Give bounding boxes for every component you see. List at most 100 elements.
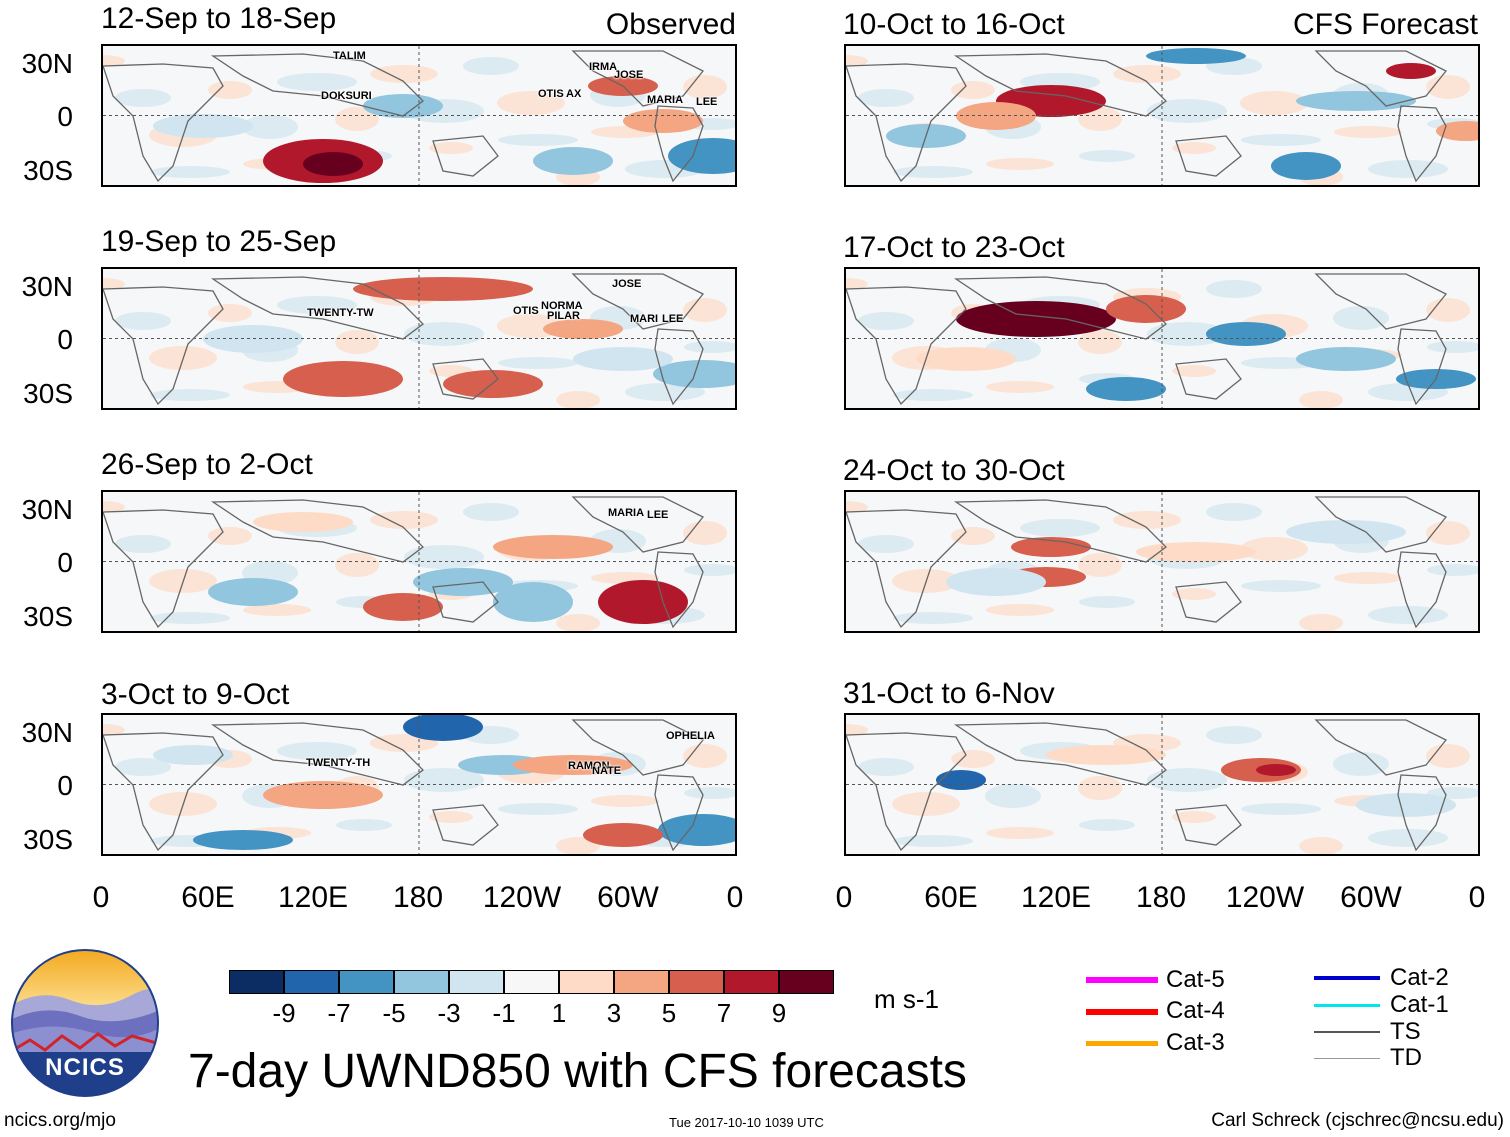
website-link[interactable]: ncics.org/mjo [4,1110,116,1131]
anomaly-texture [683,521,727,545]
anomaly-blob [658,814,735,846]
anomaly-blob [208,578,298,606]
anomaly-texture [103,278,125,290]
anomaly-texture [625,383,705,401]
lat-label: 30N [21,271,73,302]
anomaly-blob [1136,542,1256,562]
anomaly-texture [1334,126,1402,138]
anomaly-blob [153,745,233,765]
anomaly-texture [336,819,392,831]
anomaly-texture [684,787,735,799]
anomaly-blob [936,770,986,790]
storm-label: MARI [630,313,659,325]
colorbar [229,970,834,994]
anomaly-blob [493,582,573,622]
continent-outline [103,509,224,629]
colorbar-label: -5 [382,998,406,1028]
anomaly-texture [1240,537,1308,561]
map-forecast-2 [844,267,1480,410]
timestamp: Tue 2017-10-10 1039 UTC [669,1115,824,1130]
anomaly-texture [846,55,868,67]
continent-outline [953,499,1167,563]
map-forecast-1 [844,44,1480,187]
anomaly-blob [303,152,363,176]
continent-outline [654,328,704,406]
legend-line-ts [1314,1031,1380,1033]
lon-label: 60W [597,881,659,914]
colorbar-swatch [339,970,394,994]
storm-label: PILAR [547,310,580,322]
continent-outline [103,286,224,406]
legend-line-td [1314,1058,1380,1059]
anomaly-texture [1368,160,1448,178]
continent-outline [1397,774,1447,852]
anomaly-texture [591,795,659,807]
anomaly-blob [598,580,688,624]
anomaly-texture [1333,752,1389,776]
anomaly-texture [1333,306,1389,330]
map-observed-2 [101,267,737,410]
anomaly-texture [370,65,438,83]
storm-label: MARIA [608,507,645,519]
anomaly-texture [1368,829,1448,847]
forecast-label: CFS Forecast [1292,8,1478,41]
legend-line-cat1 [1314,1004,1380,1007]
anomaly-texture [683,298,727,322]
anomaly-blob [916,347,1016,371]
storm-label: OPHELIA [666,730,715,742]
legend-label: Cat-4 [1166,997,1225,1024]
lat-label: 0 [57,101,73,132]
anomaly-texture [846,501,868,513]
anomaly-texture [1147,99,1227,123]
anomaly-texture [1078,776,1122,800]
legend-line-cat4 [1086,1009,1158,1015]
lon-label: 180 [392,881,444,914]
colorbar-label: -3 [437,998,461,1028]
storm-label: TALIM [333,50,366,62]
anomaly-field [103,46,735,185]
continent-outline [1397,328,1447,406]
colorbar-swatch [504,970,559,994]
anomaly-texture [208,304,252,322]
continent-outline [654,551,704,629]
anomaly-texture [277,296,357,314]
anomaly-texture [858,535,914,553]
continent-outline [953,276,1167,340]
lon-label: 0 [726,881,744,914]
legend-label: TS [1390,1018,1421,1045]
colorbar-swatch [669,970,724,994]
anomaly-texture [498,134,578,146]
anomaly-texture [277,742,357,760]
continent-outline [571,719,705,776]
anomaly-texture [986,604,1054,616]
continent-outline [1397,551,1447,629]
anomaly-texture [242,115,298,139]
anomaly-texture [1113,65,1181,83]
anomaly-texture [404,768,484,792]
anomaly-blob [1046,745,1166,765]
storm-label: NATE [592,765,622,777]
panel-title-obs-4: 3-Oct to 9-Oct [101,678,290,711]
continent-outline [571,50,705,107]
anomaly-texture [429,811,473,823]
lon-label: 120W [482,881,562,914]
anomaly-blob [263,781,383,809]
anomaly-texture [115,535,171,553]
continent-outline [210,722,424,786]
anomaly-blob [363,593,443,621]
continent-outline [654,774,704,852]
anomaly-texture [683,75,727,99]
anomaly-texture [1078,553,1122,577]
storm-label: MARIA [647,94,684,106]
storm-label: NORMA [541,300,583,312]
continent-outline [571,496,705,553]
anomaly-blob [573,347,673,371]
lon-label: 0 [92,881,110,914]
anomaly-field [846,715,1478,854]
anomaly-texture [1241,580,1321,592]
anomaly-texture [684,341,735,353]
colorbar-label: 3 [606,998,622,1028]
anomaly-texture [1078,107,1122,131]
anomaly-blob [493,535,613,559]
anomaly-texture [463,57,519,75]
